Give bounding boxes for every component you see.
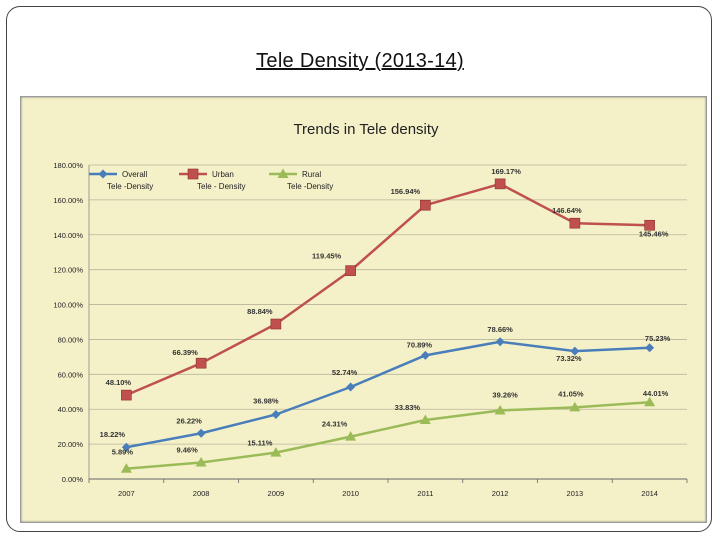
series-diamond: 18.22% 26.22% 36.98% 52.74% 70.89% 78.66% 73.3…: [100, 325, 671, 452]
legend-label: Rural: [302, 170, 321, 179]
legend-label: Tele -Density: [107, 182, 153, 191]
data-point-marker: [570, 346, 580, 356]
y-tick-label: 40.00%: [58, 405, 84, 414]
y-tick-label: 160.00%: [53, 196, 83, 205]
x-tick-label: 2013: [567, 489, 584, 498]
legend-label: Urban: [212, 170, 234, 179]
legend-label: Tele - Density: [197, 182, 245, 191]
data-label: 18.22%: [100, 430, 126, 439]
y-tick-label: 120.00%: [53, 266, 83, 275]
data-label: 41.05%: [558, 389, 584, 398]
y-axis: 0.00% 20.00% 40.00% 60.00% 80.00% 100.00% 120.…: [53, 161, 90, 484]
data-point-marker: [120, 463, 132, 473]
x-tick-label: 2009: [268, 489, 285, 498]
data-label: 145.46%: [639, 229, 669, 238]
legend-label: Tele -Density: [287, 182, 333, 191]
y-tick-label: 100.00%: [53, 301, 83, 310]
legend-item: Rural Tele -Density: [269, 168, 333, 191]
y-tick-label: 0.00%: [62, 475, 84, 484]
data-label: 169.17%: [491, 167, 521, 176]
data-point-marker: [121, 389, 132, 401]
y-tick-label: 140.00%: [53, 231, 83, 240]
data-label: 78.66%: [487, 325, 513, 334]
data-label: 66.39%: [172, 348, 198, 357]
data-label: 73.32%: [556, 354, 582, 363]
data-label: 36.98%: [253, 396, 279, 405]
x-tick-label: 2011: [417, 489, 433, 498]
data-point-marker: [345, 265, 356, 276]
data-point-marker: [121, 442, 131, 452]
slide-title: Tele Density (2013-14): [256, 50, 464, 72]
line-chart: Trends in Tele density 0.00% 20.00% 40.00%…: [53, 121, 688, 498]
data-point-marker: [346, 382, 356, 392]
data-label: 15.11%: [247, 439, 272, 448]
data-label: 26.22%: [176, 416, 202, 425]
data-point-marker: [569, 217, 581, 229]
x-tick-label: 2014: [641, 489, 658, 498]
data-point-marker: [569, 401, 581, 412]
data-point-marker: [270, 318, 282, 330]
data-label: 9.46%: [176, 445, 198, 454]
y-tick-label: 80.00%: [58, 335, 84, 344]
y-tick-label: 180.00%: [53, 161, 83, 170]
data-point-marker: [644, 396, 656, 407]
data-point-marker: [277, 168, 289, 178]
data-label: 75.23%: [645, 334, 671, 343]
series-line: [126, 340, 650, 449]
data-point-marker: [195, 357, 207, 369]
series-triangle: 5.89% 9.46% 15.11% 24.31% 33.83% 39.26% 41.05%…: [112, 389, 669, 473]
legend: Overall Tele -Density Urban Tele - Density R…: [89, 168, 333, 191]
legend-item: Urban Tele - Density: [179, 168, 245, 191]
data-point-marker: [345, 431, 357, 441]
data-label: 146.64%: [552, 206, 582, 215]
series-line: [125, 182, 650, 397]
data-label: 156.94%: [391, 187, 421, 196]
data-label: 5.89%: [112, 448, 134, 457]
x-tick-label: 2007: [118, 489, 135, 498]
data-point-marker: [419, 414, 431, 424]
x-tick-label: 2012: [492, 489, 509, 498]
x-tick-label: 2010: [342, 489, 359, 498]
data-label: 88.84%: [247, 307, 273, 316]
series-group: 18.22% 26.22% 36.98% 52.74% 70.89% 78.66% 73.3…: [100, 167, 671, 473]
data-label: 119.45%: [312, 252, 342, 261]
y-tick-label: 20.00%: [58, 440, 84, 449]
data-point-marker: [495, 337, 505, 347]
data-label: 24.31%: [322, 420, 348, 429]
series-square: 48.10% 66.39% 88.84% 119.45% 156.94% 169.17% 1…: [106, 167, 669, 401]
data-point-marker: [98, 169, 108, 179]
data-point-marker: [270, 447, 282, 457]
data-point-marker: [271, 409, 281, 419]
data-label: 44.01%: [643, 389, 669, 398]
data-point-marker: [494, 178, 506, 190]
data-point-marker: [420, 199, 431, 211]
data-label: 52.74%: [332, 368, 358, 377]
data-point-marker: [196, 428, 206, 438]
chart-title: Trends in Tele density: [293, 121, 439, 138]
x-tick-label: 2008: [193, 489, 210, 498]
grid-lines: [89, 164, 687, 480]
data-point-marker: [494, 405, 506, 415]
data-point-marker: [645, 343, 655, 353]
data-point-marker: [195, 456, 207, 467]
data-point-marker: [187, 168, 199, 180]
data-point-marker: [644, 219, 655, 231]
data-label: 48.10%: [106, 378, 132, 387]
x-axis: 2007 2008 2009 2010 2011 2012 2013 2014: [88, 478, 688, 498]
data-label: 70.89%: [407, 340, 433, 349]
data-point-marker: [420, 350, 430, 360]
chart-panel: Trends in Tele density 0.00% 20.00% 40.00%…: [20, 96, 707, 523]
data-label: 39.26%: [492, 391, 518, 400]
y-tick-label: 60.00%: [58, 370, 84, 379]
legend-item: Overall Tele -Density: [89, 169, 153, 191]
series-line: [126, 400, 650, 470]
data-label: 33.83%: [395, 403, 421, 412]
legend-label: Overall: [122, 170, 148, 179]
